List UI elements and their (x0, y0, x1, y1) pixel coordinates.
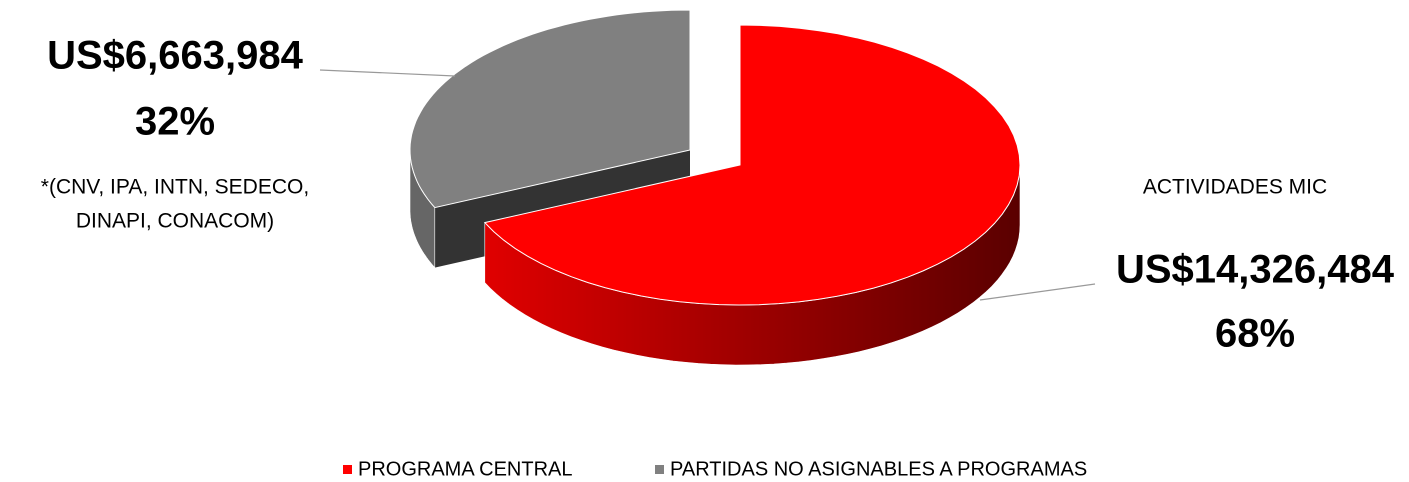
legend-swatch (343, 465, 352, 474)
legend-swatch (655, 465, 664, 474)
slice (483, 24, 1021, 306)
leader-line (979, 283, 1096, 301)
leader-line (319, 69, 456, 77)
pie (409, 9, 1021, 366)
annotation: *(CNV, IPA, INTN, SEDECO, (41, 176, 309, 199)
legend: PROGRAMA CENTRAL PARTIDAS NO ASIGNABLES A… (343, 458, 1087, 480)
annotation: ACTIVIDADES MIC (1143, 176, 1327, 199)
legend-label: PROGRAMA CENTRAL (358, 458, 572, 480)
legend-label: PARTIDAS NO ASIGNABLES A PROGRAMAS (670, 458, 1087, 480)
value-label: US$14,326,484 (1116, 248, 1395, 292)
annotation: DINAPI, CONACOM) (76, 210, 274, 233)
percent-label: 32% (135, 100, 215, 144)
percent-label: 68% (1215, 312, 1295, 356)
slice (409, 9, 691, 209)
value-label: US$6,663,984 (47, 34, 304, 78)
